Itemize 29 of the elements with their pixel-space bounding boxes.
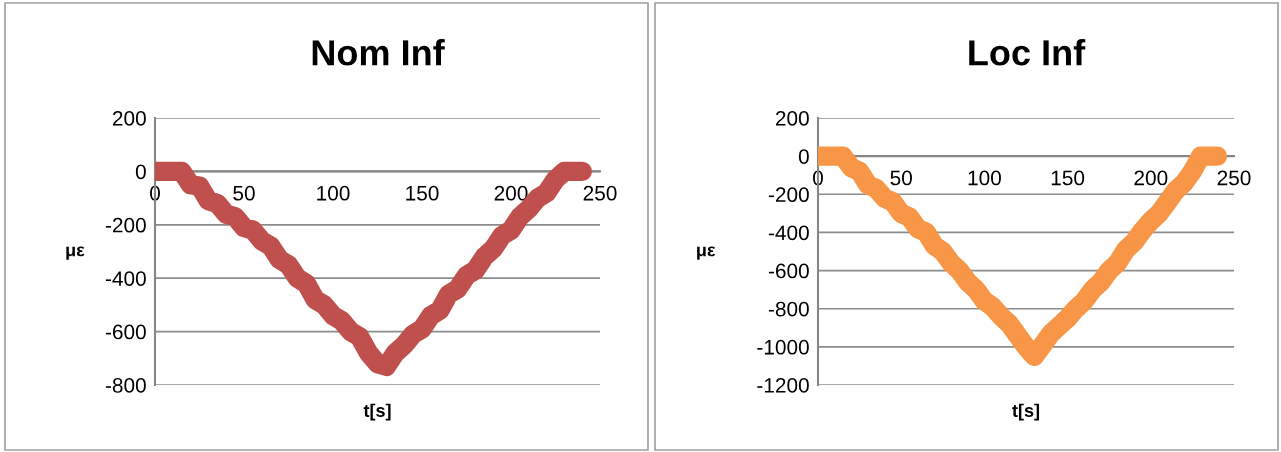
y-tick-label: -200 — [105, 217, 146, 233]
y-axis-title: με — [697, 246, 716, 260]
y-tick-label: -800 — [768, 301, 809, 317]
chart-title: Nom Inf — [312, 39, 445, 66]
x-tick-label: 200 — [1134, 170, 1168, 186]
x-tick-label: 250 — [1217, 170, 1251, 186]
x-tick-label: 250 — [583, 185, 617, 201]
y-tick-label: -400 — [105, 271, 146, 286]
x-tick-label: 100 — [968, 170, 1001, 186]
x-tick-label: 50 — [890, 170, 912, 186]
x-axis-title: t[s] — [363, 403, 391, 421]
x-tick-label: 50 — [233, 185, 255, 201]
x-axis-title: t[s] — [1012, 403, 1040, 421]
y-axis-title: με — [66, 246, 85, 260]
y-tick-label: -600 — [105, 324, 146, 340]
y-tick-label: -1000 — [757, 339, 809, 355]
chart-title: Loc Inf — [969, 39, 1086, 66]
y-tick-label: -400 — [768, 225, 809, 241]
x-tick-label: 150 — [406, 185, 439, 201]
y-tick-label: 0 — [798, 149, 809, 164]
y-tick-label: -800 — [105, 378, 146, 393]
y-tick-label: 200 — [112, 111, 146, 126]
x-tick-label: 150 — [1051, 170, 1085, 186]
y-tick-label: 200 — [775, 111, 809, 126]
y-tick-label: -1200 — [757, 378, 809, 393]
y-tick-label: -200 — [768, 187, 809, 203]
x-tick-label: 200 — [494, 185, 528, 201]
y-tick-label: -600 — [768, 263, 809, 279]
x-tick-label: 100 — [317, 185, 350, 201]
